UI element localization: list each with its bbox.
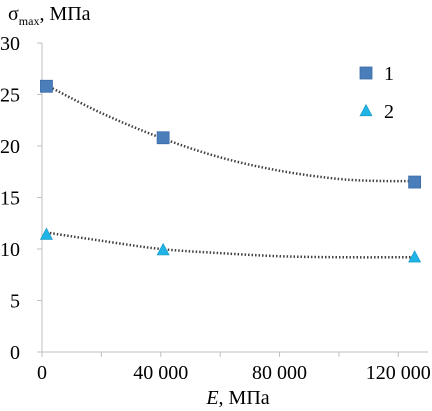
trendline-series-2 — [46, 231, 415, 259]
legend: 12 — [359, 63, 394, 123]
data-point-series-2 — [39, 227, 53, 240]
x-axis-title-symbol: E — [205, 387, 218, 409]
trendline-series-1 — [45, 84, 415, 183]
y-axis-title: σmax, МПа — [8, 3, 91, 28]
y-tick-label: 15 — [0, 188, 20, 210]
legend-marker-series-1 — [359, 66, 373, 80]
y-tick-label: 10 — [0, 239, 20, 261]
x-axis-title: E, МПа — [205, 387, 269, 409]
data-point-series-1 — [40, 79, 53, 93]
data-point-series-2 — [156, 242, 170, 256]
data-point-series-2 — [408, 250, 422, 263]
x-axis-title-unit: , МПа — [219, 387, 270, 409]
data-point-series-1 — [156, 131, 170, 145]
y-tick-label: 20 — [0, 136, 20, 158]
legend-label-series-1: 1 — [384, 63, 394, 85]
trendlines — [45, 84, 415, 259]
y-axis-title-unit: , МПа — [39, 3, 90, 25]
x-tick-label: 0 — [37, 362, 47, 384]
y-tick-label: 25 — [0, 85, 20, 107]
x-tick-label: 80 000 — [252, 362, 307, 384]
y-axis-title-symbol: σ — [8, 3, 19, 25]
axes: 0 5 10 15 20 25 30 0 40 000 80 000 120 000 — [0, 33, 431, 384]
x-tick-label: 40 000 — [133, 362, 188, 384]
data-markers — [39, 79, 422, 263]
legend-label-series-2: 2 — [384, 101, 394, 123]
y-axis-title-subscript: max — [19, 14, 40, 28]
y-tick-label: 30 — [0, 33, 20, 55]
data-point-series-1 — [408, 175, 422, 189]
legend-marker-series-2 — [359, 103, 373, 117]
y-tick-label: 0 — [10, 342, 20, 364]
x-tick-label: 120 000 — [366, 362, 431, 384]
y-tick-label: 5 — [10, 291, 20, 313]
